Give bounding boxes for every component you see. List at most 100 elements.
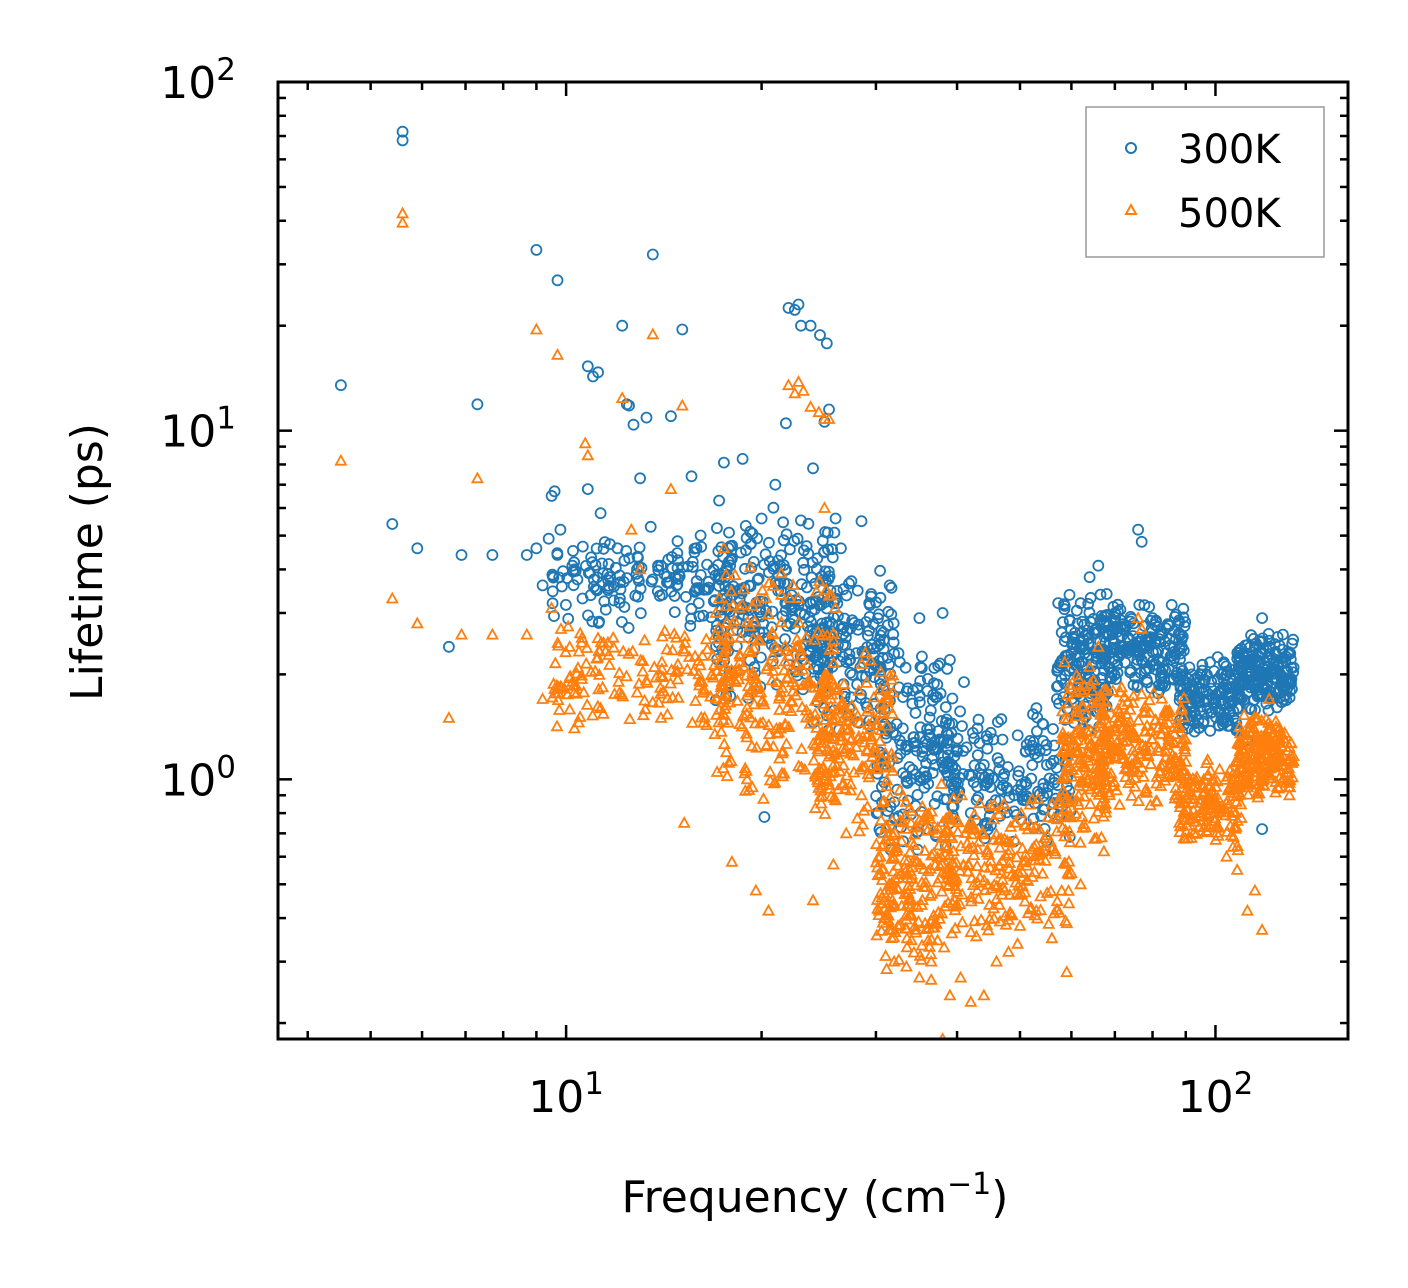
point-500k	[822, 588, 836, 601]
point-300k	[471, 398, 484, 411]
point-500k	[717, 737, 731, 749]
point-500k	[1138, 784, 1152, 797]
point-300k	[1096, 672, 1108, 684]
point-300k	[974, 762, 987, 774]
point-500k	[744, 669, 759, 682]
point-500k	[724, 754, 738, 767]
point-300k	[950, 790, 962, 802]
point-300k	[911, 789, 924, 801]
point-500k	[888, 825, 902, 838]
point-300k	[1227, 712, 1240, 724]
point-500k	[926, 822, 940, 835]
point-300k	[914, 661, 927, 673]
point-500k	[984, 799, 998, 812]
point-500k	[847, 748, 861, 761]
point-500k	[1041, 810, 1055, 823]
point-500k	[1210, 825, 1224, 838]
point-300k	[1275, 695, 1288, 708]
point-500k	[825, 765, 839, 778]
point-500k	[774, 566, 788, 579]
point-500k	[894, 866, 908, 879]
point-300k	[676, 323, 689, 336]
point-300k	[1194, 668, 1206, 681]
point-500k	[1179, 754, 1193, 767]
point-500k	[724, 584, 738, 597]
point-500k	[871, 868, 885, 881]
point-500k	[997, 832, 1011, 844]
point-500k	[678, 629, 692, 642]
point-500k	[759, 591, 773, 603]
point-500k	[1155, 726, 1169, 739]
point-500k	[1213, 762, 1227, 775]
point-500k	[800, 658, 814, 670]
point-300k	[1262, 628, 1275, 640]
point-300k	[1011, 729, 1024, 742]
point-300k	[1247, 632, 1260, 645]
point-500k	[786, 578, 800, 590]
point-300k	[895, 739, 908, 751]
point-300k	[486, 549, 499, 561]
point-500k	[1113, 797, 1127, 810]
point-500k	[1238, 734, 1252, 747]
point-300k	[916, 746, 929, 758]
point-500k	[1123, 719, 1137, 732]
point-500k	[646, 327, 660, 340]
point-500k	[1035, 845, 1049, 858]
point-300k	[1008, 789, 1021, 802]
point-500k	[878, 911, 892, 923]
point-500k	[1117, 752, 1131, 764]
point-500k	[951, 825, 965, 837]
point-300k	[623, 552, 636, 565]
point-300k	[758, 811, 771, 823]
point-500k	[1125, 789, 1139, 801]
point-300k	[1184, 713, 1197, 726]
point-300k	[782, 301, 795, 314]
point-300k	[1163, 619, 1176, 632]
point-500k	[1094, 708, 1108, 720]
point-500k	[655, 662, 669, 674]
point-500k	[811, 742, 825, 755]
point-300k	[840, 631, 852, 644]
point-300k	[855, 515, 868, 528]
point-500k	[807, 680, 821, 693]
point-500k	[806, 893, 820, 906]
point-500k	[982, 898, 996, 910]
point-500k	[1015, 864, 1029, 877]
point-300k	[806, 556, 819, 569]
point-500k	[774, 615, 788, 628]
point-500k	[410, 616, 424, 629]
point-500k	[829, 683, 843, 696]
point-500k	[633, 562, 647, 575]
point-300k	[755, 610, 768, 623]
point-500k	[733, 649, 747, 662]
point-500k	[1234, 754, 1248, 767]
point-500k	[867, 712, 881, 725]
point-300k	[1183, 661, 1196, 674]
point-500k	[1103, 770, 1117, 782]
point-500k	[735, 598, 749, 610]
point-500k	[581, 448, 595, 461]
point-300k	[802, 517, 815, 530]
point-500k	[873, 682, 887, 695]
point-500k	[1048, 847, 1062, 859]
point-300k	[829, 512, 842, 525]
point-500k	[1236, 727, 1250, 740]
point-500k	[919, 922, 933, 934]
point-300k	[887, 636, 900, 649]
point-500k	[591, 631, 605, 643]
point-500k	[1055, 732, 1069, 744]
point-500k	[923, 862, 938, 874]
point-500k	[860, 799, 874, 812]
point-300k	[1174, 647, 1187, 660]
point-300k	[852, 623, 864, 636]
point-500k	[971, 891, 985, 904]
point-500k	[915, 800, 929, 812]
point-500k	[606, 630, 620, 643]
point-500k	[1083, 732, 1097, 745]
point-500k	[1063, 808, 1077, 821]
point-500k	[1232, 771, 1246, 783]
point-300k	[646, 573, 659, 586]
point-500k	[1032, 822, 1047, 835]
point-300k	[775, 585, 787, 597]
point-300k	[1052, 597, 1065, 609]
